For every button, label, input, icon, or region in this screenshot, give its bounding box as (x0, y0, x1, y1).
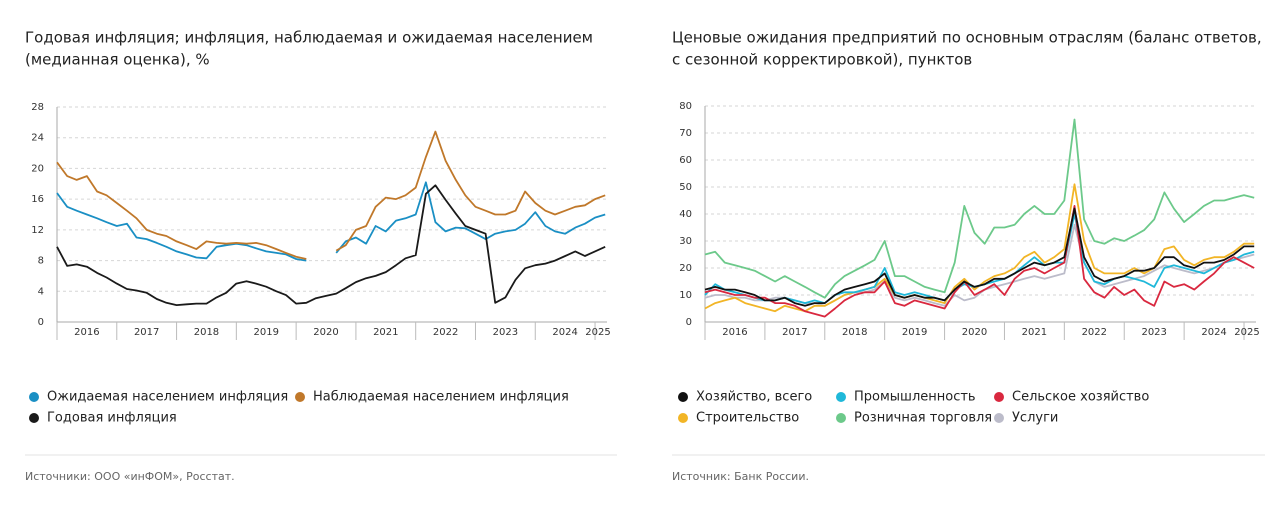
legend-label: Услуги (1012, 411, 1058, 426)
legend-label: Промышленность (854, 390, 976, 405)
legend-swatch (678, 392, 688, 402)
x-tick-label: 2021 (1022, 327, 1047, 338)
x-tick-label: 2023 (1141, 327, 1166, 338)
legend-label: Ожидаемая населением инфляция (47, 390, 288, 405)
y-tick-label: 16 (31, 194, 44, 205)
y-tick-label: 0 (38, 317, 44, 328)
y-tick-label: 24 (31, 133, 44, 144)
series-line (56, 184, 606, 306)
x-tick-label: 2021 (373, 327, 398, 338)
x-tick-label: 2022 (433, 327, 458, 338)
y-tick-label: 60 (679, 155, 692, 166)
y-tick-label: 70 (679, 128, 692, 139)
series-line (704, 207, 1255, 307)
x-tick-label: 2023 (493, 327, 518, 338)
y-tick-label: 10 (679, 290, 692, 301)
series-line (704, 205, 1255, 318)
y-tick-label: 8 (38, 256, 44, 267)
x-tick-label: 2020 (313, 327, 338, 338)
legend-label: Наблюдаемая населением инфляция (313, 390, 569, 405)
y-tick-label: 12 (31, 225, 44, 236)
legend-swatch (678, 413, 688, 423)
x-tick-label: 2019 (902, 327, 927, 338)
y-tick-label: 4 (38, 286, 44, 297)
x-tick-label: 2018 (194, 327, 219, 338)
series-line (56, 181, 606, 262)
y-tick-label: 50 (679, 182, 692, 193)
legend-label: Хозяйство, всего (696, 390, 812, 405)
y-tick-label: 28 (31, 102, 44, 113)
x-tick-label: 2016 (722, 327, 747, 338)
x-tick-label: 2025 (1234, 327, 1259, 338)
legend-swatch (295, 392, 305, 402)
legend-swatch (994, 413, 1004, 423)
legend-label: Розничная торговля (854, 411, 992, 426)
y-tick-label: 40 (679, 209, 692, 220)
chart-title: Годовая инфляция; инфляция, наблюдаемая … (25, 29, 593, 47)
legend-swatch (29, 413, 39, 423)
x-tick-label: 2020 (962, 327, 987, 338)
legend-swatch (836, 413, 846, 423)
y-tick-label: 20 (31, 163, 44, 174)
series-line (56, 130, 606, 260)
x-tick-label: 2017 (134, 327, 159, 338)
chart-title: Ценовые ожидания предприятий по основным… (672, 29, 1262, 47)
y-tick-label: 0 (686, 317, 692, 328)
source: Источники: ООО «инФОМ», Росстат. (25, 470, 235, 483)
y-tick-label: 30 (679, 236, 692, 247)
series-line (704, 213, 1255, 304)
x-tick-label: 2024 (1201, 327, 1226, 338)
series-line (704, 118, 1255, 299)
legend-swatch (836, 392, 846, 402)
x-tick-label: 2022 (1082, 327, 1107, 338)
chart-title: с сезонной корректировкой), пунктов (672, 51, 972, 69)
x-tick-label: 2019 (254, 327, 279, 338)
y-tick-label: 20 (679, 263, 692, 274)
legend-label: Сельское хозяйство (1012, 390, 1149, 405)
x-tick-label: 2024 (552, 327, 577, 338)
legend-label: Строительство (696, 411, 799, 426)
x-tick-label: 2018 (842, 327, 867, 338)
x-tick-label: 2025 (585, 327, 610, 338)
legend-swatch (994, 392, 1004, 402)
x-tick-label: 2017 (782, 327, 807, 338)
legend-swatch (29, 392, 39, 402)
y-tick-label: 80 (679, 101, 692, 112)
chart-title: (медианная оценка), % (25, 51, 210, 69)
source: Источник: Банк России. (672, 470, 809, 483)
legend-label: Годовая инфляция (47, 411, 177, 426)
x-tick-label: 2016 (74, 327, 99, 338)
